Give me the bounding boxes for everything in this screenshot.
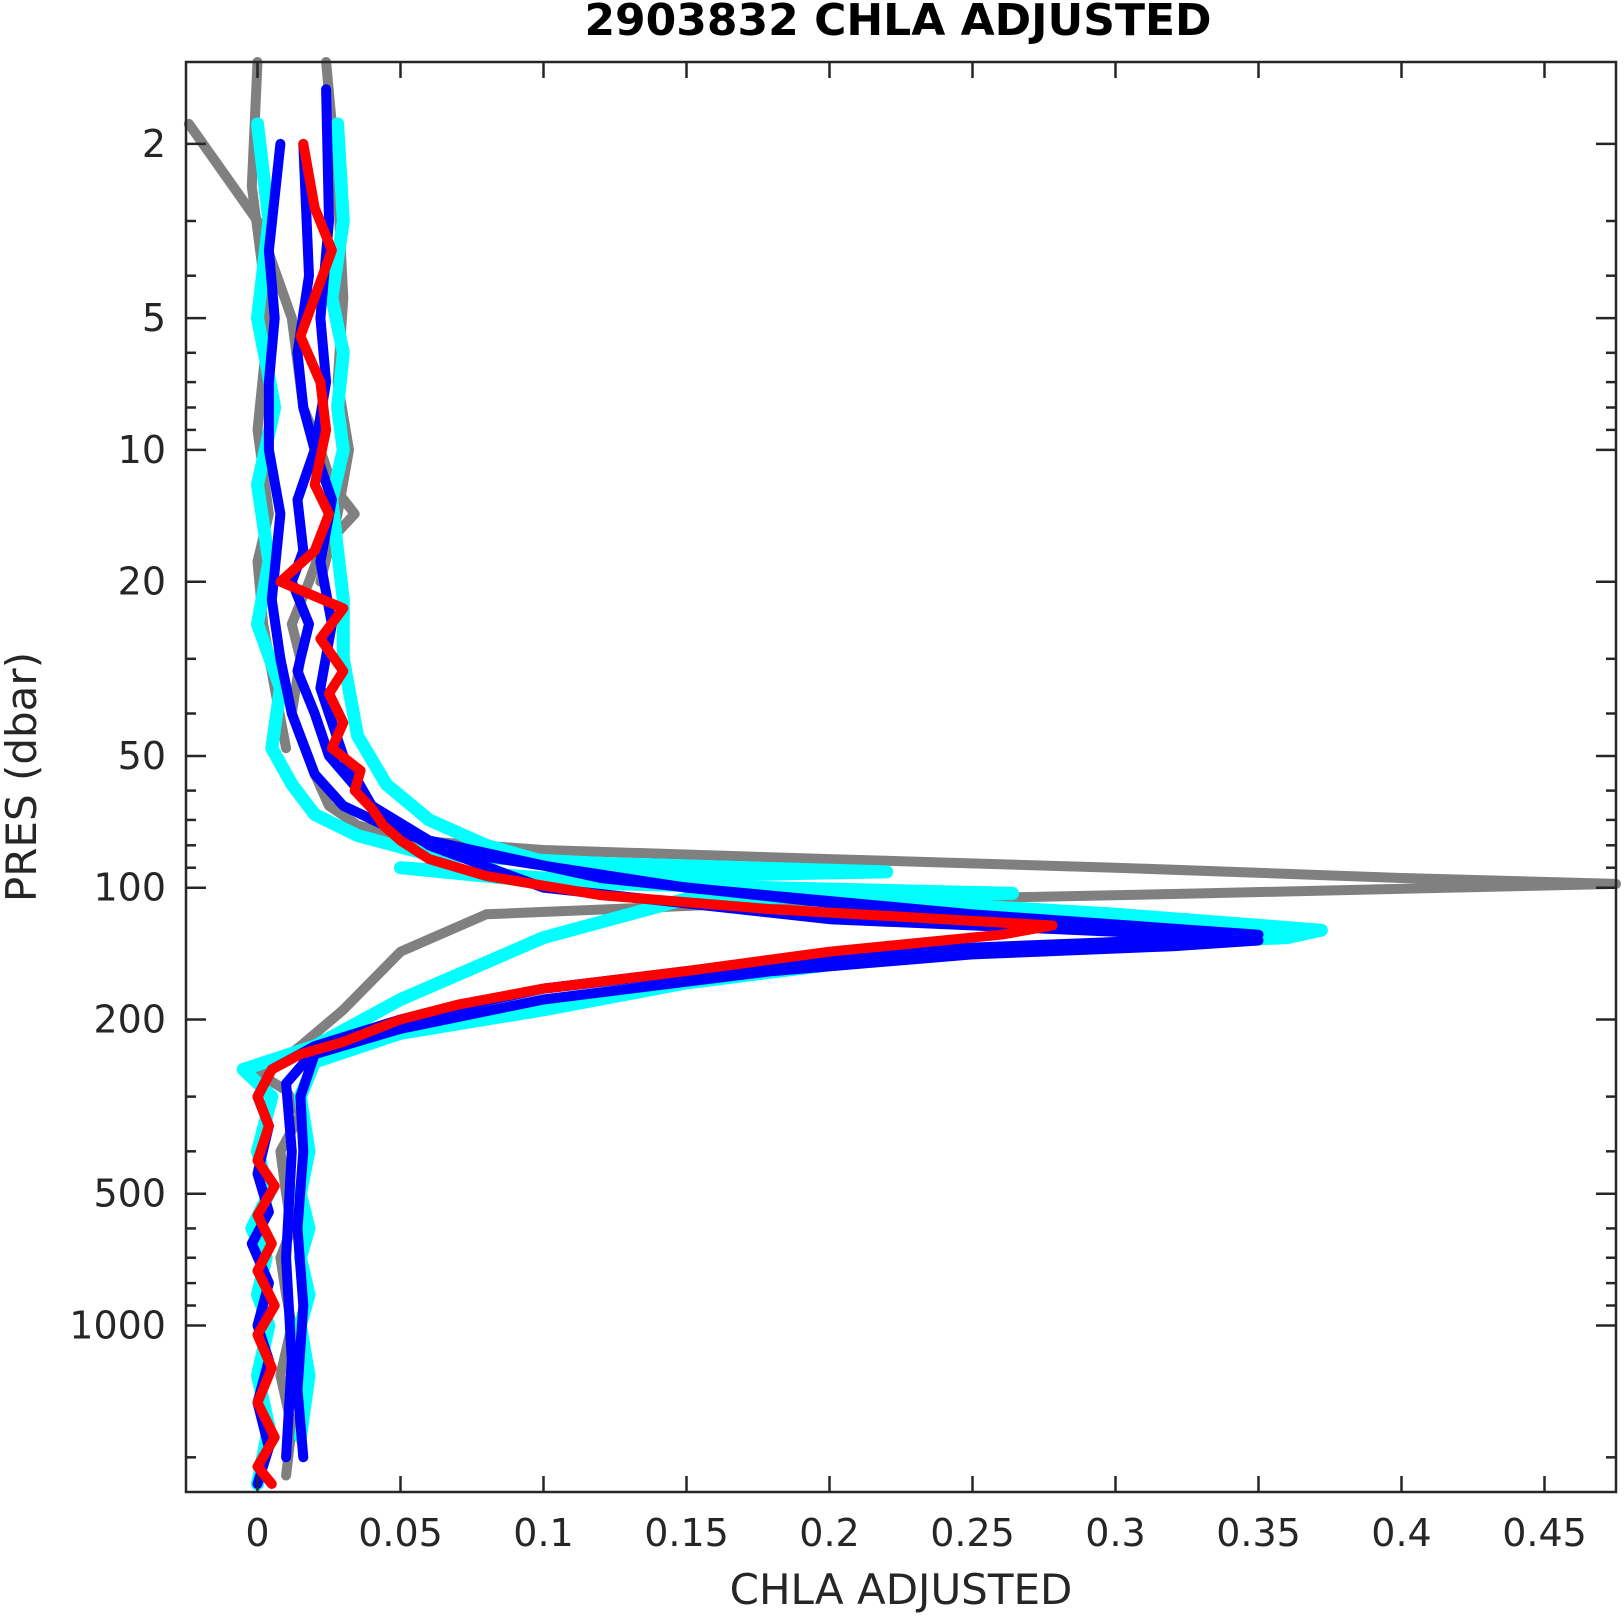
x-tick-label: 0.3 bbox=[1085, 1511, 1145, 1555]
x-tick-label: 0.25 bbox=[930, 1511, 1015, 1555]
y-tick-label: 100 bbox=[93, 866, 166, 910]
x-axis: 0 0.05 0.1 0.15 0.2 0.25 0.3 0.35 0.4 0.45 bbox=[245, 62, 1587, 1555]
y-tick-label: 10 bbox=[118, 428, 166, 472]
profile-line-blue bbox=[286, 138, 1264, 1463]
plot-frame bbox=[184, 60, 1618, 1494]
x-tick-label: 0 bbox=[245, 1511, 269, 1555]
y-tick-label: 500 bbox=[93, 1172, 166, 1216]
x-tick-label: 0.4 bbox=[1371, 1511, 1431, 1555]
y-tick-label: 1000 bbox=[69, 1304, 166, 1348]
x-tick-label: 0.1 bbox=[513, 1511, 573, 1555]
chart-title: 2903832 CHLA ADJUSTED bbox=[584, 0, 1211, 46]
y-axis-label: PRES (dbar) bbox=[0, 652, 46, 902]
y-tick-label: 200 bbox=[93, 998, 166, 1042]
profile-line-blue bbox=[246, 138, 1264, 1489]
y-tick-label: 5 bbox=[142, 296, 166, 340]
y-tick-label: 20 bbox=[118, 560, 166, 604]
y-tick-label: 2 bbox=[142, 122, 166, 166]
x-tick-label: 0.45 bbox=[1502, 1511, 1587, 1555]
profile-line-cyan bbox=[293, 117, 1328, 1444]
x-tick-label: 0.2 bbox=[799, 1511, 859, 1555]
profile-line-cyan bbox=[236, 117, 1019, 1491]
series-layer bbox=[183, 57, 1621, 1491]
profile-line-blue bbox=[281, 84, 1235, 1463]
x-tick-label: 0.35 bbox=[1216, 1511, 1301, 1555]
y-tick-label: 50 bbox=[118, 734, 166, 778]
profile-line-red bbox=[252, 138, 1058, 1489]
x-axis-label: CHLA ADJUSTED bbox=[730, 1565, 1073, 1614]
y-axis: 2 5 10 20 50 100 200 500 1000 bbox=[69, 122, 1616, 1459]
x-tick-label: 0.15 bbox=[644, 1511, 729, 1555]
x-tick-label: 0.05 bbox=[358, 1511, 443, 1555]
